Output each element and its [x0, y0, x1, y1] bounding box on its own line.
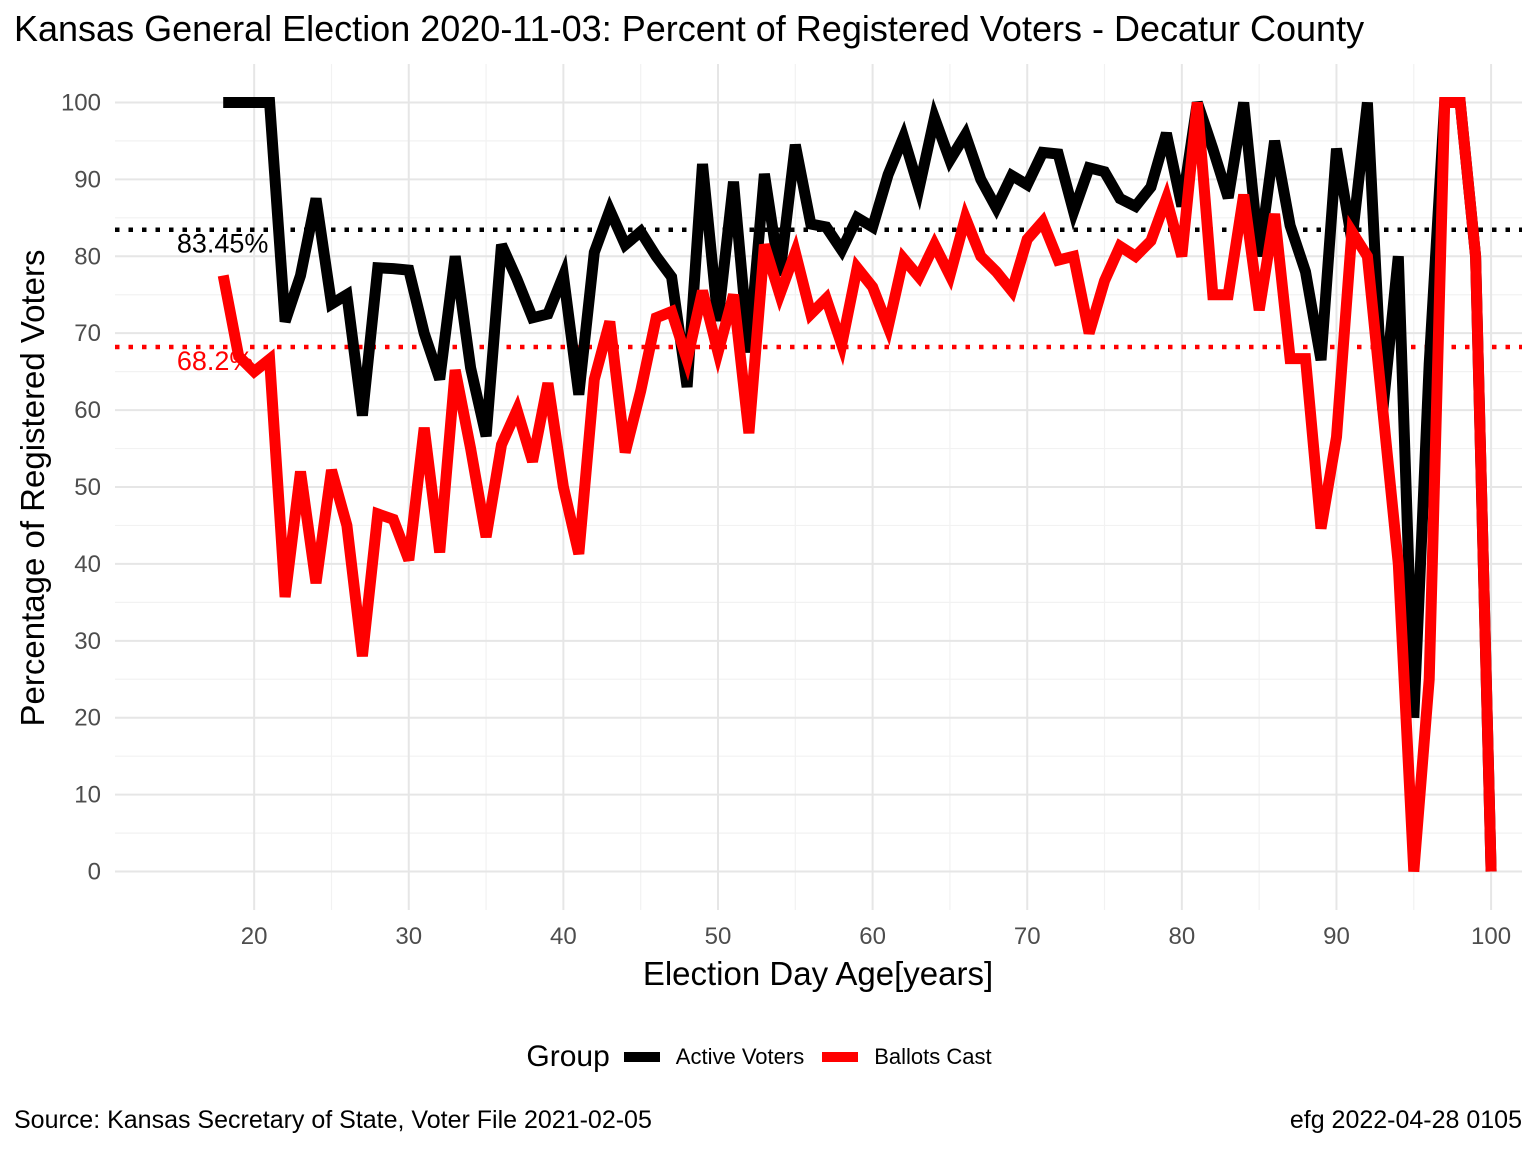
x-tick-label: 60 — [859, 923, 886, 950]
legend-title: Group — [526, 1040, 610, 1073]
series-line-ballots-cast — [217, 97, 1497, 872]
series-line-active-voters — [223, 97, 1497, 872]
y-tick-label: 100 — [61, 89, 101, 116]
chart-title: Kansas General Election 2020-11-03: Perc… — [14, 8, 1365, 49]
x-axis-label: Election Day Age[years] — [643, 955, 993, 992]
x-tick-label: 70 — [1014, 923, 1041, 950]
legend-key-active-voters — [623, 1052, 660, 1062]
reference-label: 68.2% — [177, 346, 254, 376]
x-tick-label: 50 — [705, 923, 732, 950]
axes: 20 30 40 50 60 70 80 90 100 0 10 20 30 40 50 60 70 80 90 10… — [61, 89, 1511, 950]
legend-key-ballots-cast — [822, 1052, 859, 1062]
reference-labels: 83.45% 68.2% — [177, 229, 269, 376]
legend-item-ballots-cast: Ballots Cast — [822, 1044, 992, 1070]
y-axis-label: Percentage of Registered Voters — [14, 250, 51, 727]
y-tick-label: 10 — [74, 782, 101, 809]
y-tick-label: 50 — [74, 474, 101, 501]
y-tick-label: 0 — [88, 859, 101, 886]
x-tick-label: 80 — [1168, 923, 1195, 950]
credit-caption: efg 2022-04-28 0105 — [1289, 1106, 1522, 1134]
series-lines — [217, 97, 1497, 872]
y-tick-label: 20 — [74, 705, 101, 732]
y-tick-label: 40 — [74, 551, 101, 578]
y-tick-label: 90 — [74, 166, 101, 193]
y-tick-label: 60 — [74, 397, 101, 424]
y-tick-label: 70 — [74, 320, 101, 347]
legend: Group Active Voters Ballots Cast — [0, 1040, 1536, 1074]
x-tick-label: 30 — [395, 923, 422, 950]
reference-label: 83.45% — [177, 229, 269, 259]
y-tick-label: 80 — [74, 243, 101, 270]
legend-label-ballots-cast: Ballots Cast — [874, 1044, 992, 1069]
legend-item-active-voters: Active Voters — [623, 1044, 805, 1070]
x-tick-label: 20 — [241, 923, 268, 950]
legend-label-active-voters: Active Voters — [675, 1044, 805, 1069]
x-tick-label: 40 — [550, 923, 577, 950]
y-tick-label: 30 — [74, 628, 101, 655]
x-tick-label: 100 — [1471, 923, 1511, 950]
source-caption: Source: Kansas Secretary of State, Voter… — [14, 1106, 652, 1134]
x-tick-label: 90 — [1323, 923, 1350, 950]
